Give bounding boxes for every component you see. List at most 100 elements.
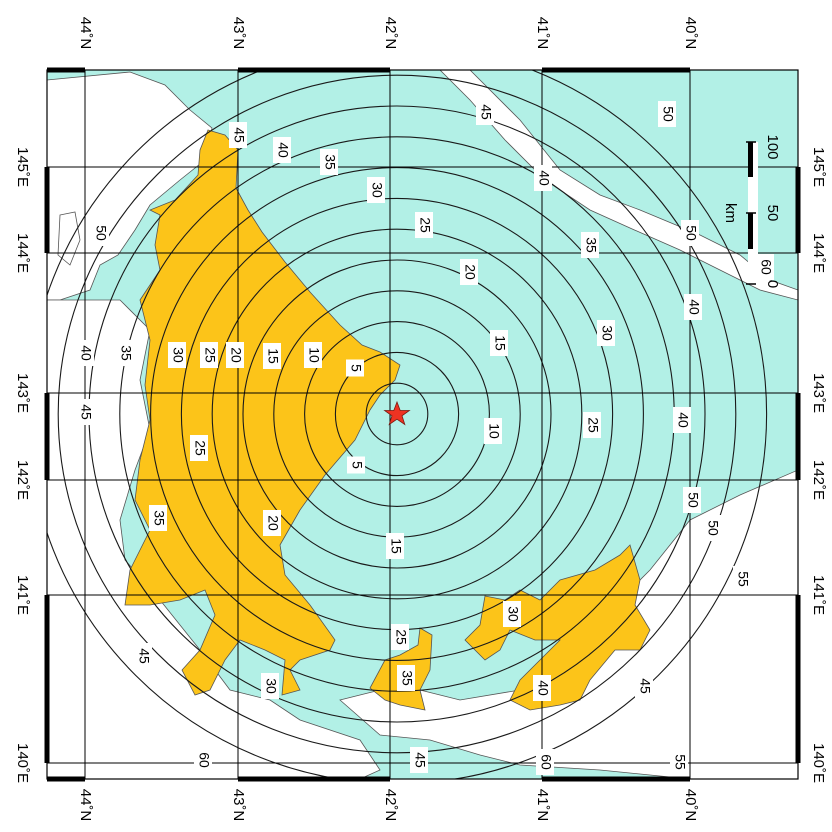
contour-label-text: 30 <box>505 606 521 622</box>
contour-ring <box>365 382 429 446</box>
contour-label: 50 <box>91 220 109 246</box>
contour-label-background <box>226 342 244 368</box>
contour-label-background <box>304 342 322 368</box>
contour-label-text: 45 <box>231 127 247 143</box>
contour-label-text: 40 <box>275 142 291 158</box>
contour-label-background <box>134 643 152 669</box>
contour-label: 40 <box>533 675 551 701</box>
scale-bar-black-1 <box>748 142 753 177</box>
contour-ring <box>150 167 644 661</box>
land-hokkaido-north <box>47 71 213 301</box>
lon-label-right-143: 143˚E <box>810 373 827 413</box>
contour-label-background <box>391 624 409 650</box>
contour-label: 10 <box>484 418 502 444</box>
contour-label: 40 <box>534 165 552 191</box>
distance-contours <box>47 70 768 779</box>
contour-label: 40 <box>76 340 94 366</box>
contour-label-background <box>484 418 502 444</box>
contour-label-background <box>503 601 521 627</box>
contour-label-background <box>476 99 494 125</box>
contour-label-background <box>386 533 404 559</box>
contour-label: 30 <box>261 673 279 699</box>
contour-label-background <box>116 340 134 366</box>
lat-label-bottom-43: 43˚N <box>230 789 247 822</box>
contour-label-text: 5 <box>349 461 365 469</box>
star-icon <box>383 400 411 426</box>
scale-tick-50: 50 <box>764 205 781 222</box>
lat-label-top-44: 44˚N <box>77 17 94 50</box>
lon-label-left-140: 140˚E <box>14 743 31 783</box>
contour-label: 35 <box>397 665 415 691</box>
lon-label-left-144: 144˚E <box>14 233 31 273</box>
contour-label-text: 40 <box>536 170 552 186</box>
contour-label-background <box>346 359 364 377</box>
contour-label-background <box>597 320 615 346</box>
contour-label: 45 <box>476 99 494 125</box>
contour-label-text: 25 <box>585 417 601 433</box>
contour-label: 25 <box>190 435 208 461</box>
contour-label: 25 <box>583 412 601 438</box>
contour-label: 5 <box>346 359 364 377</box>
contour-label: 20 <box>226 342 244 368</box>
contour-label-text: 60 <box>196 752 212 768</box>
contour-label-background <box>534 165 552 191</box>
contour-label-background <box>149 505 167 531</box>
contour-label-background <box>683 487 701 513</box>
contour-label-text: 5 <box>348 364 364 372</box>
contour-label-background <box>76 340 94 366</box>
contour-label-background <box>91 220 109 246</box>
contour-label-text: 35 <box>322 154 338 170</box>
lon-label-right-145: 145˚E <box>810 147 827 187</box>
lon-label-right-141: 141˚E <box>810 575 827 615</box>
contour-label: 20 <box>460 259 478 285</box>
contour-label-text: 50 <box>93 225 109 241</box>
contour-label-background <box>200 342 218 368</box>
contour-label-background <box>581 232 599 258</box>
contour-label: 45 <box>76 399 94 425</box>
lat-label-bottom-44: 44˚N <box>77 789 94 822</box>
contour-label-text: 45 <box>78 404 94 420</box>
contour-label-text: 25 <box>192 440 208 456</box>
contour-label-text: 30 <box>170 347 186 363</box>
contour-label-background <box>536 749 554 775</box>
contour-label-background <box>583 412 601 438</box>
contour-label: 30 <box>367 177 385 203</box>
contour-label: 10 <box>304 342 322 368</box>
contour-label: 50 <box>703 515 721 541</box>
land-hokkaido-west <box>47 299 381 779</box>
contour-label: 35 <box>149 505 167 531</box>
contour-label: 5 <box>347 456 365 474</box>
contour-label-text: 50 <box>660 106 676 122</box>
contour-label-text: 45 <box>637 678 653 694</box>
contour-label-background <box>673 407 691 433</box>
contour-label: 45 <box>635 673 653 699</box>
scale-bar: 0 50 100 km <box>722 134 781 288</box>
contour-label-background <box>415 212 433 238</box>
frame-ticks <box>44 67 801 782</box>
contour-label-background <box>76 399 94 425</box>
scale-bar-black-2 <box>748 213 753 249</box>
lat-label-top-42: 42˚N <box>382 17 399 50</box>
contour-label-background <box>756 254 774 280</box>
contour-ring <box>211 228 583 600</box>
contour-label: 35 <box>116 340 134 366</box>
contour-label: 35 <box>581 232 599 258</box>
contour-label-text: 40 <box>686 299 702 315</box>
contour-label-text: 35 <box>118 345 134 361</box>
contour-label-text: 30 <box>369 182 385 198</box>
contour-ring <box>242 259 552 569</box>
lon-label-left-141: 141˚E <box>14 575 31 615</box>
contour-ring <box>57 74 737 754</box>
lat-label-top-41: 41˚N <box>534 17 551 50</box>
contour-label-background <box>168 342 186 368</box>
land-tohoku <box>339 469 798 779</box>
contour-label: 45 <box>134 643 152 669</box>
contour-label-text: 55 <box>735 571 751 587</box>
contour-label: 25 <box>200 342 218 368</box>
lat-label-top-40: 40˚N <box>682 17 699 50</box>
contour-label-text: 50 <box>705 520 721 536</box>
contour-label-background <box>367 177 385 203</box>
contour-label-text: 30 <box>263 678 279 694</box>
contour-label-background <box>635 673 653 699</box>
